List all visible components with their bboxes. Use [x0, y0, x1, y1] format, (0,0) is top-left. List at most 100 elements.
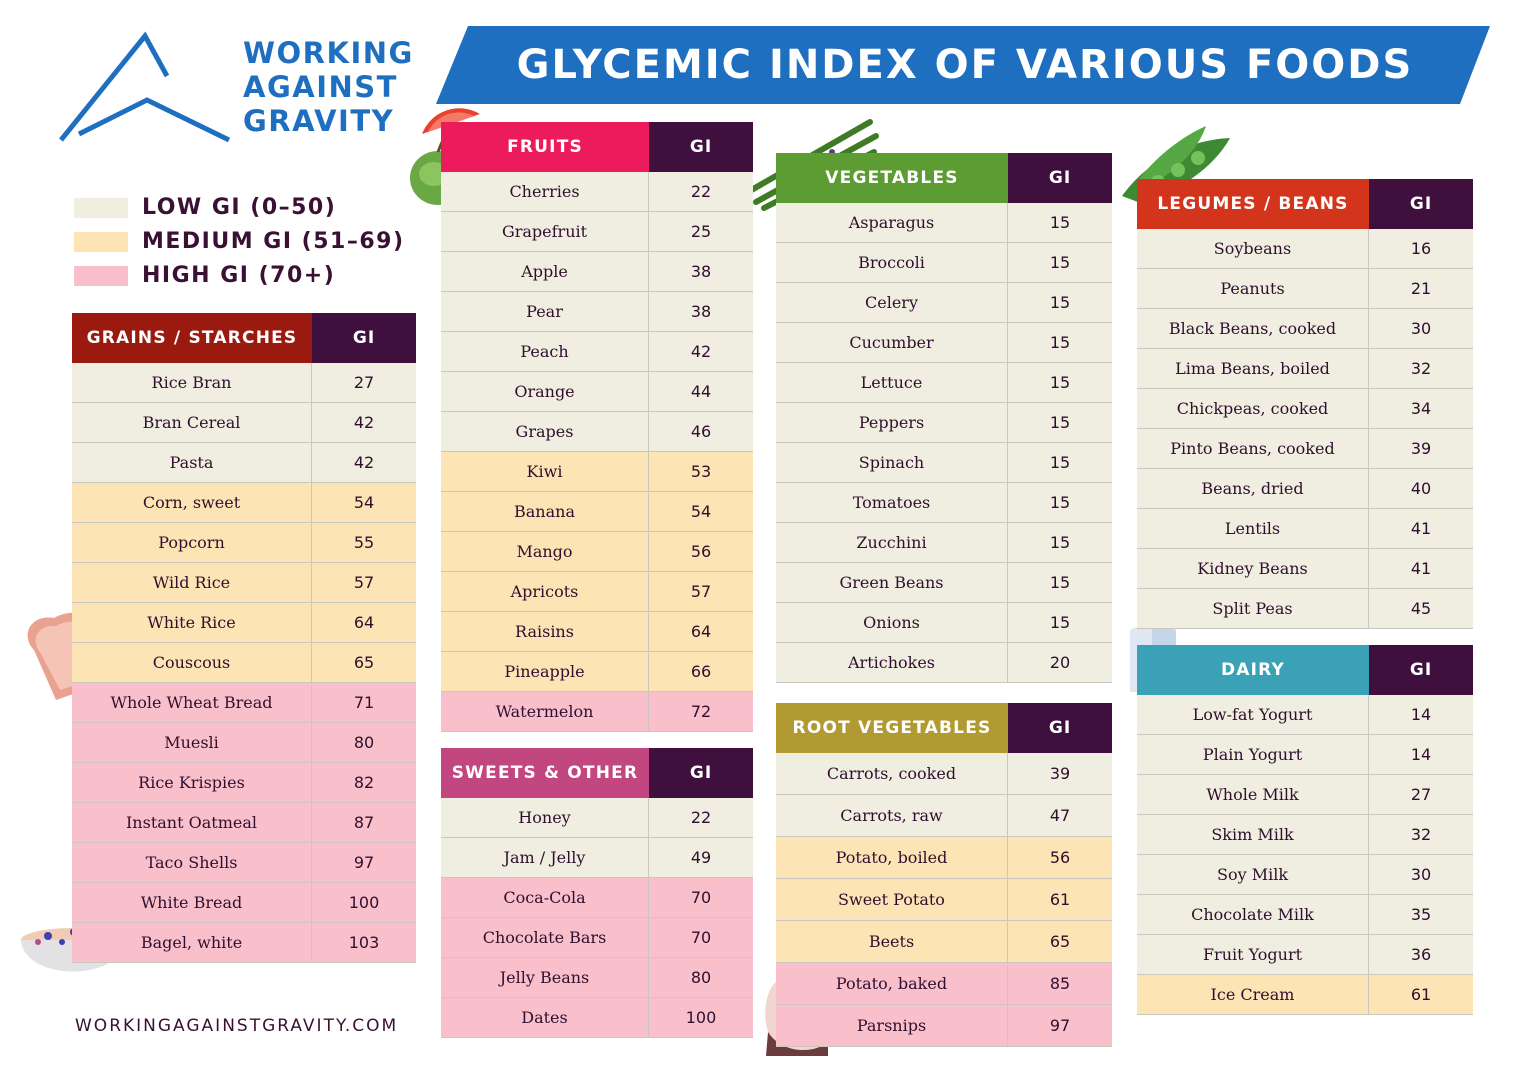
gi-value: 70 — [690, 888, 712, 907]
table-row: Whole Milk 27 — [1137, 775, 1473, 815]
table-sweets-other: SWEETS & OTHER GI Honey 22 Jam / Jelly 49 Coca… — [441, 748, 753, 1038]
gi-value: 42 — [353, 453, 375, 472]
brand-line-3: GRAVITY — [243, 104, 395, 138]
table-row: White Rice 64 — [72, 603, 416, 643]
gi-value: 15 — [1049, 253, 1071, 272]
gi-value: 32 — [1410, 825, 1432, 844]
food-name: Apricots — [441, 572, 649, 611]
table-row: Artichokes 20 — [776, 643, 1112, 683]
table-row: Grapes 46 — [441, 412, 753, 452]
table-row: Cherries 22 — [441, 172, 753, 212]
food-name: Mango — [441, 532, 649, 571]
category-title: LEGUMES / BEANS — [1137, 179, 1369, 229]
gi-value: 14 — [1410, 705, 1432, 724]
gi-value: 15 — [1049, 573, 1071, 592]
table-row: Peppers 15 — [776, 403, 1112, 443]
food-name: Honey — [441, 798, 649, 837]
food-name: Lima Beans, boiled — [1137, 349, 1369, 388]
gi-value: 39 — [1049, 764, 1071, 783]
gi-value: 20 — [1049, 653, 1071, 672]
gi-value: 15 — [1049, 413, 1071, 432]
gi-value: 82 — [353, 773, 375, 792]
gi-value: 100 — [348, 893, 380, 912]
food-name: White Bread — [72, 883, 312, 922]
food-name: Bran Cereal — [72, 403, 312, 442]
brand-line-1: WORKING — [243, 36, 414, 70]
gi-column-header: GI — [1008, 703, 1112, 753]
gi-value: 15 — [1049, 493, 1071, 512]
food-name: Onions — [776, 603, 1008, 642]
gi-value: 100 — [685, 1008, 717, 1027]
title-banner — [436, 26, 1490, 104]
table-header: ROOT VEGETABLES GI — [776, 703, 1112, 753]
food-name: Asparagus — [776, 203, 1008, 242]
food-name: Dates — [441, 998, 649, 1037]
gi-column-header: GI — [1369, 179, 1473, 229]
table-row: Wild Rice 57 — [72, 563, 416, 603]
table-row: Pasta 42 — [72, 443, 416, 483]
food-name: Whole Wheat Bread — [72, 683, 312, 722]
food-name: Sweet Potato — [776, 879, 1008, 920]
table-row: Asparagus 15 — [776, 203, 1112, 243]
food-name: Beets — [776, 921, 1008, 962]
gi-column-header: GI — [1008, 153, 1112, 203]
food-name: Corn, sweet — [72, 483, 312, 522]
food-name: Potato, boiled — [776, 837, 1008, 878]
food-name: Jelly Beans — [441, 958, 649, 997]
table-row: Lentils 41 — [1137, 509, 1473, 549]
table-row: Corn, sweet 54 — [72, 483, 416, 523]
food-name: Chickpeas, cooked — [1137, 389, 1369, 428]
table-root-vegetables: ROOT VEGETABLES GI Carrots, cooked 39 Carrot… — [776, 703, 1112, 1047]
food-name: Muesli — [72, 723, 312, 762]
gi-value: 39 — [1410, 439, 1432, 458]
food-name: White Rice — [72, 603, 312, 642]
table-header: DAIRY GI — [1137, 645, 1473, 695]
category-title: ROOT VEGETABLES — [776, 703, 1008, 753]
food-name: Pinto Beans, cooked — [1137, 429, 1369, 468]
table-row: Muesli 80 — [72, 723, 416, 763]
gi-value: 97 — [353, 853, 375, 872]
food-name: Parsnips — [776, 1005, 1008, 1046]
food-name: Peach — [441, 332, 649, 371]
gi-value: 27 — [353, 373, 375, 392]
gi-value: 32 — [1410, 359, 1432, 378]
table-row: Pear 38 — [441, 292, 753, 332]
food-name: Black Beans, cooked — [1137, 309, 1369, 348]
food-name: Chocolate Milk — [1137, 895, 1369, 934]
table-row: Peach 42 — [441, 332, 753, 372]
legend-swatch-medium — [74, 232, 128, 252]
table-row: Instant Oatmeal 87 — [72, 803, 416, 843]
gi-value: 42 — [690, 342, 712, 361]
gi-column-header: GI — [649, 748, 753, 798]
food-name: Raisins — [441, 612, 649, 651]
table-row: Black Beans, cooked 30 — [1137, 309, 1473, 349]
food-name: Coca-Cola — [441, 878, 649, 917]
table-row: Lettuce 15 — [776, 363, 1112, 403]
food-name: Banana — [441, 492, 649, 531]
table-row: Tomatoes 15 — [776, 483, 1112, 523]
gi-value: 30 — [1410, 319, 1432, 338]
table-row: Soy Milk 30 — [1137, 855, 1473, 895]
food-name: Instant Oatmeal — [72, 803, 312, 842]
food-name: Green Beans — [776, 563, 1008, 602]
food-name: Orange — [441, 372, 649, 411]
table-row: Coca-Cola 70 — [441, 878, 753, 918]
legend-swatch-high — [74, 266, 128, 286]
food-name: Broccoli — [776, 243, 1008, 282]
food-name: Jam / Jelly — [441, 838, 649, 877]
food-name: Pear — [441, 292, 649, 331]
gi-value: 80 — [690, 968, 712, 987]
table-row: Ice Cream 61 — [1137, 975, 1473, 1015]
gi-value: 21 — [1410, 279, 1432, 298]
gi-value: 34 — [1410, 399, 1432, 418]
table-row: Pineapple 66 — [441, 652, 753, 692]
food-name: Peanuts — [1137, 269, 1369, 308]
gi-value: 15 — [1049, 293, 1071, 312]
gi-value: 57 — [353, 573, 375, 592]
gi-column-header: GI — [312, 313, 416, 363]
table-row: Onions 15 — [776, 603, 1112, 643]
table-row: White Bread 100 — [72, 883, 416, 923]
food-name: Cherries — [441, 172, 649, 211]
mountain-logo-icon — [59, 31, 231, 143]
food-name: Tomatoes — [776, 483, 1008, 522]
